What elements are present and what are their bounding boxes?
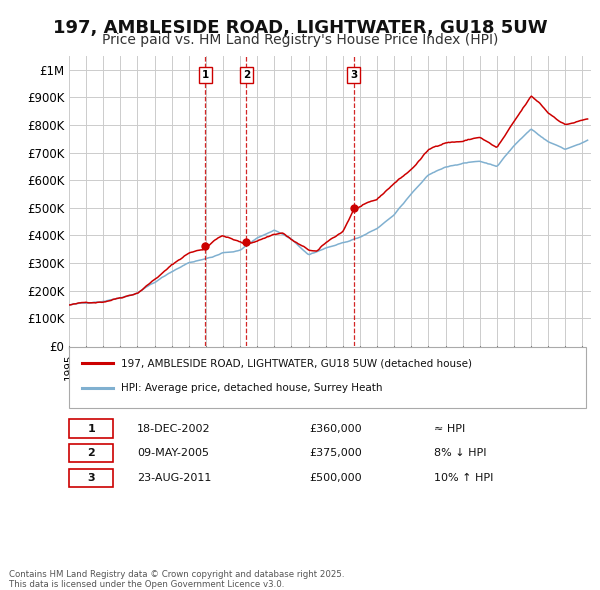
FancyBboxPatch shape <box>69 419 113 438</box>
Text: 3: 3 <box>88 473 95 483</box>
Text: 2: 2 <box>242 70 250 80</box>
Text: 1: 1 <box>202 70 209 80</box>
Text: 3: 3 <box>350 70 358 80</box>
Text: 18-DEC-2002: 18-DEC-2002 <box>137 424 211 434</box>
Text: 197, AMBLESIDE ROAD, LIGHTWATER, GU18 5UW: 197, AMBLESIDE ROAD, LIGHTWATER, GU18 5U… <box>53 19 547 37</box>
Text: 8% ↓ HPI: 8% ↓ HPI <box>434 448 487 458</box>
FancyBboxPatch shape <box>69 444 113 463</box>
Text: £360,000: £360,000 <box>309 424 362 434</box>
Text: 2: 2 <box>88 448 95 458</box>
Text: 23-AUG-2011: 23-AUG-2011 <box>137 473 211 483</box>
Text: 1: 1 <box>88 424 95 434</box>
Text: £500,000: £500,000 <box>309 473 362 483</box>
Text: Price paid vs. HM Land Registry's House Price Index (HPI): Price paid vs. HM Land Registry's House … <box>102 33 498 47</box>
Text: £375,000: £375,000 <box>309 448 362 458</box>
Text: Contains HM Land Registry data © Crown copyright and database right 2025.
This d: Contains HM Land Registry data © Crown c… <box>9 570 344 589</box>
Text: 197, AMBLESIDE ROAD, LIGHTWATER, GU18 5UW (detached house): 197, AMBLESIDE ROAD, LIGHTWATER, GU18 5U… <box>121 358 472 368</box>
FancyBboxPatch shape <box>69 347 586 408</box>
Text: ≈ HPI: ≈ HPI <box>434 424 466 434</box>
Text: 09-MAY-2005: 09-MAY-2005 <box>137 448 209 458</box>
Text: HPI: Average price, detached house, Surrey Heath: HPI: Average price, detached house, Surr… <box>121 383 383 393</box>
FancyBboxPatch shape <box>69 468 113 487</box>
Text: 10% ↑ HPI: 10% ↑ HPI <box>434 473 494 483</box>
